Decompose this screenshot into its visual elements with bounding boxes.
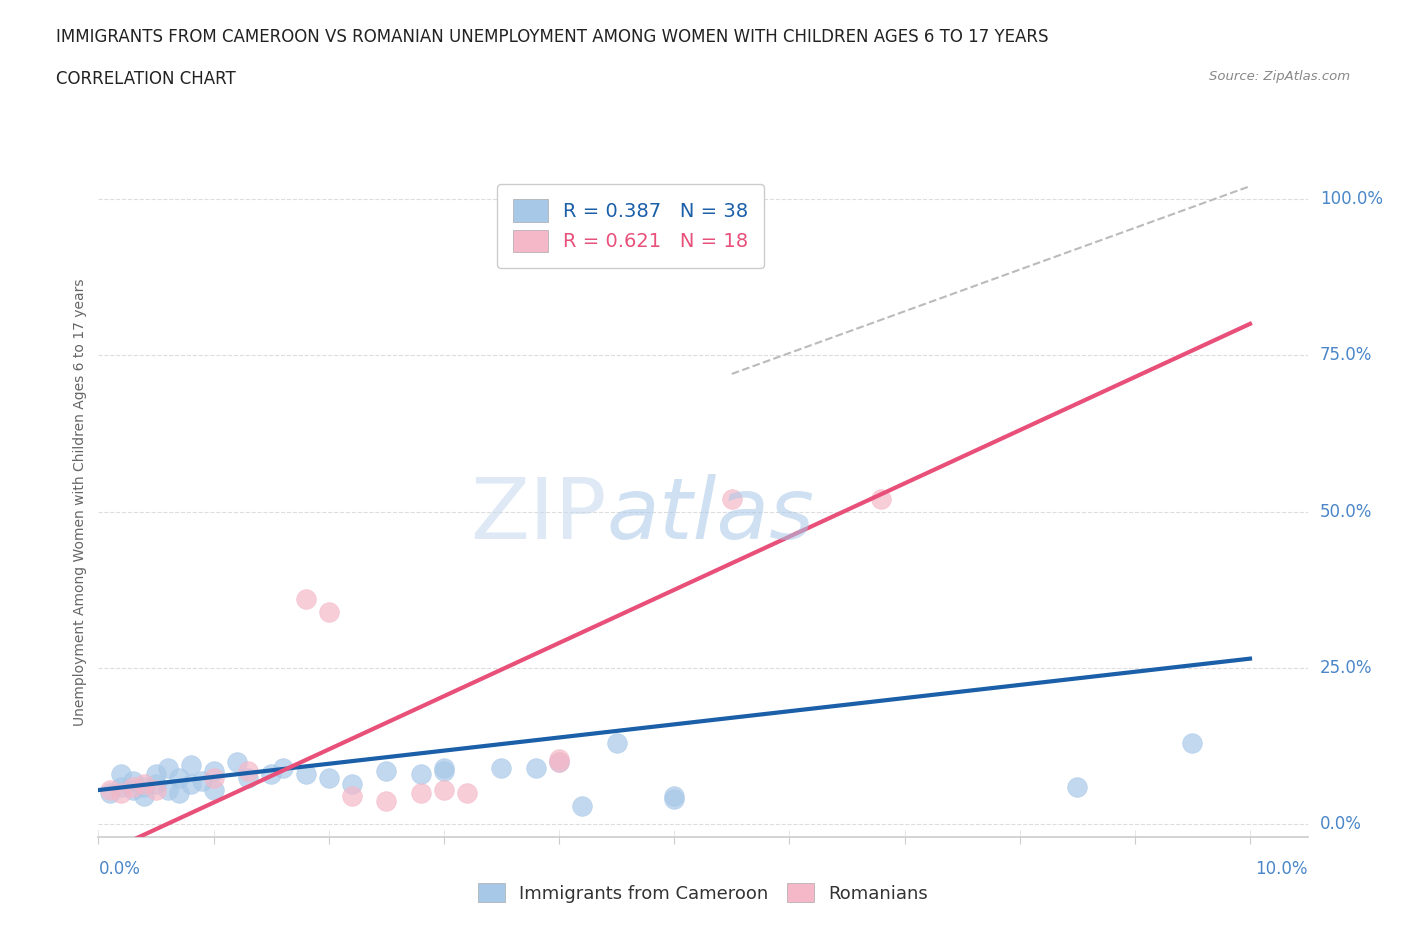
Point xyxy=(294,591,316,606)
Point xyxy=(145,767,167,782)
Point xyxy=(134,789,156,804)
Point xyxy=(433,783,456,798)
Point xyxy=(202,783,225,798)
Point xyxy=(167,786,190,801)
Point xyxy=(524,761,547,776)
Point xyxy=(110,779,132,794)
Point xyxy=(491,761,513,776)
Point xyxy=(548,754,571,769)
Point xyxy=(122,779,145,794)
Point xyxy=(134,777,156,791)
Point xyxy=(318,604,340,619)
Point xyxy=(260,767,283,782)
Point xyxy=(191,773,214,788)
Point xyxy=(606,736,628,751)
Point xyxy=(318,770,340,785)
Point xyxy=(98,783,121,798)
Point xyxy=(98,786,121,801)
Text: Source: ZipAtlas.com: Source: ZipAtlas.com xyxy=(1209,70,1350,83)
Point xyxy=(202,770,225,785)
Text: CORRELATION CHART: CORRELATION CHART xyxy=(56,70,236,87)
Point xyxy=(180,777,202,791)
Point xyxy=(271,761,294,776)
Point xyxy=(134,779,156,794)
Point xyxy=(571,798,593,813)
Point xyxy=(180,758,202,773)
Text: 0.0%: 0.0% xyxy=(1320,816,1361,833)
Point xyxy=(110,767,132,782)
Point xyxy=(110,786,132,801)
Text: 0.0%: 0.0% xyxy=(98,860,141,878)
Text: 75.0%: 75.0% xyxy=(1320,346,1372,365)
Point xyxy=(145,777,167,791)
Text: ZIP: ZIP xyxy=(470,474,606,557)
Point xyxy=(433,764,456,778)
Text: 100.0%: 100.0% xyxy=(1320,190,1382,207)
Point xyxy=(720,492,742,507)
Point xyxy=(1181,736,1204,751)
Point xyxy=(456,786,478,801)
Point xyxy=(122,783,145,798)
Point xyxy=(870,492,893,507)
Point xyxy=(1066,779,1088,794)
Point xyxy=(340,777,363,791)
Point xyxy=(433,761,456,776)
Legend: R = 0.387   N = 38, R = 0.621   N = 18: R = 0.387 N = 38, R = 0.621 N = 18 xyxy=(498,184,763,268)
Point xyxy=(122,773,145,788)
Point xyxy=(236,764,259,778)
Point xyxy=(202,764,225,778)
Point xyxy=(156,761,179,776)
Y-axis label: Unemployment Among Women with Children Ages 6 to 17 years: Unemployment Among Women with Children A… xyxy=(73,278,87,726)
Point xyxy=(236,770,259,785)
Legend: Immigrants from Cameroon, Romanians: Immigrants from Cameroon, Romanians xyxy=(470,874,936,911)
Text: atlas: atlas xyxy=(606,474,814,557)
Point xyxy=(409,767,432,782)
Point xyxy=(548,751,571,766)
Point xyxy=(375,793,398,808)
Point xyxy=(375,764,398,778)
Point xyxy=(548,754,571,769)
Point xyxy=(167,770,190,785)
Text: 25.0%: 25.0% xyxy=(1320,659,1372,677)
Point xyxy=(664,792,686,807)
Point xyxy=(664,789,686,804)
Point xyxy=(225,754,247,769)
Text: 50.0%: 50.0% xyxy=(1320,502,1372,521)
Point xyxy=(409,786,432,801)
Point xyxy=(145,783,167,798)
Point xyxy=(340,789,363,804)
Text: IMMIGRANTS FROM CAMEROON VS ROMANIAN UNEMPLOYMENT AMONG WOMEN WITH CHILDREN AGES: IMMIGRANTS FROM CAMEROON VS ROMANIAN UNE… xyxy=(56,28,1049,46)
Point xyxy=(156,783,179,798)
Point xyxy=(294,767,316,782)
Text: 10.0%: 10.0% xyxy=(1256,860,1308,878)
